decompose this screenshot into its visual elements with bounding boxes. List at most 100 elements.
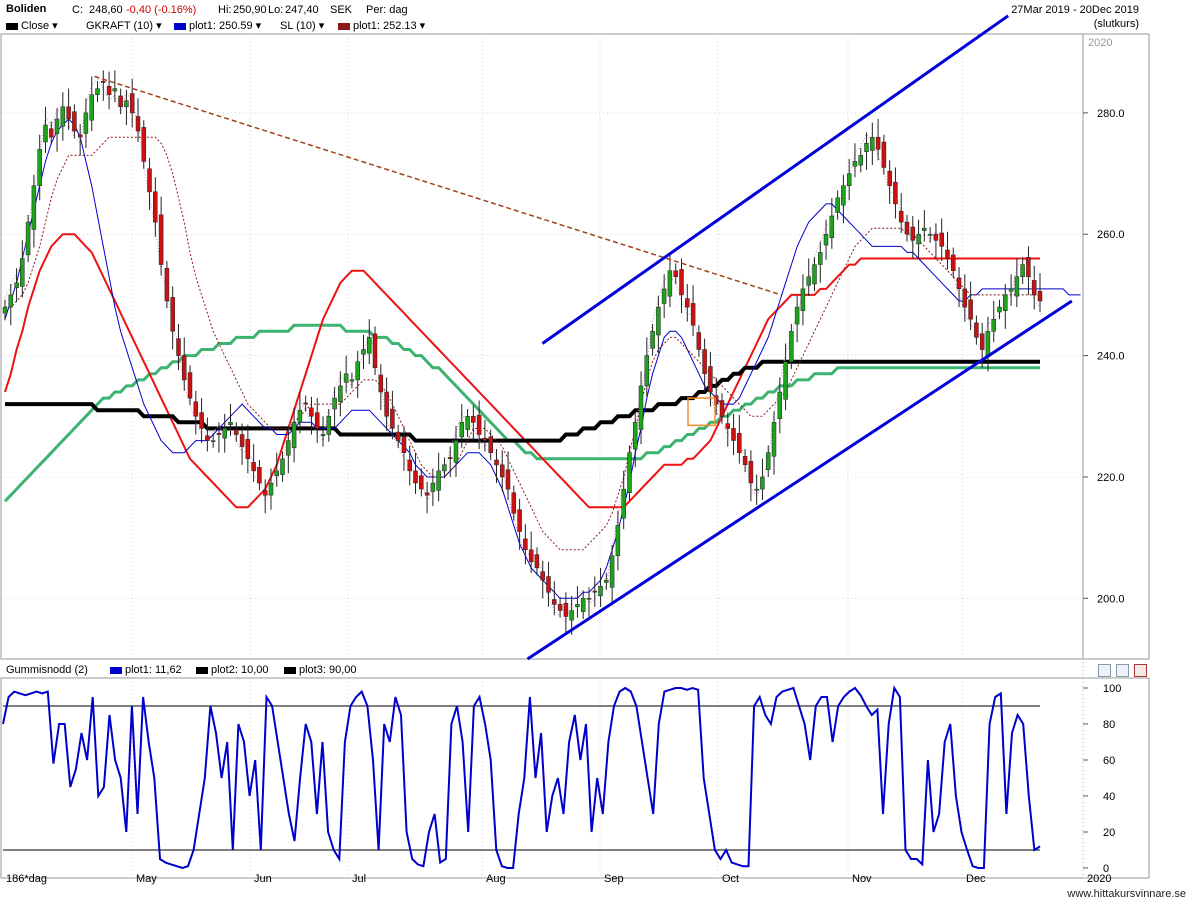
candle-down: [500, 464, 505, 478]
candle-down: [517, 509, 522, 532]
close-value: 248,60: [89, 4, 123, 16]
candle-down: [141, 127, 147, 162]
candle-down: [424, 492, 430, 496]
ticker-label: Boliden: [6, 3, 47, 15]
candle-up: [320, 434, 326, 436]
properties-icon[interactable]: [1098, 664, 1111, 677]
candle-up: [31, 185, 37, 230]
legend-sl[interactable]: SL (10) ▾: [280, 20, 325, 32]
candle-up: [286, 440, 291, 456]
candle-down: [893, 181, 898, 205]
candle-down: [205, 435, 210, 441]
candle-up: [783, 361, 788, 400]
candle-up: [60, 106, 66, 127]
legend-swatch: [196, 666, 208, 674]
close-icon[interactable]: [1134, 664, 1147, 677]
subchart-legend: Gummisnodd (2) plot1: 11,62 plot2: 10,00…: [0, 662, 1150, 678]
candle-up: [343, 373, 349, 383]
candle-down: [592, 590, 598, 593]
candle-up: [609, 555, 615, 588]
lo-value: 247,40: [285, 4, 319, 16]
candle-up: [870, 136, 875, 151]
candle-down: [401, 436, 407, 453]
candle-up: [37, 149, 42, 186]
candle-down: [737, 433, 742, 453]
candle-down: [904, 221, 910, 235]
candle-down: [309, 407, 314, 417]
candle-down: [262, 490, 268, 496]
candle-down: [395, 431, 401, 441]
candle-down: [713, 395, 719, 405]
candle-up: [667, 270, 673, 297]
candle-up: [661, 288, 667, 304]
osc-tick-label: 0: [1103, 863, 1109, 875]
candle-down: [685, 298, 690, 308]
candle-up: [54, 118, 60, 134]
price-tick-label: 260.0: [1097, 229, 1125, 241]
candle-down: [552, 599, 557, 605]
osc-tick-label: 20: [1103, 827, 1115, 839]
candle-up: [361, 349, 366, 355]
legend-sub-plot2: plot2: 10,00: [196, 664, 269, 676]
legend-swatch: [110, 666, 122, 674]
candle-down: [511, 492, 517, 514]
candle-down: [245, 439, 251, 459]
osc-tick-label: 60: [1103, 755, 1115, 767]
legend-close[interactable]: Close ▾: [6, 19, 58, 32]
x-tick-label: 2020: [1087, 873, 1111, 885]
main-plot-frame: [0, 33, 1150, 660]
legend-plot1-brown[interactable]: plot1: 252.13 ▾: [338, 19, 425, 32]
legend-sub-plot1: plot1: 11,62: [110, 664, 182, 676]
candle-up: [997, 306, 1002, 313]
candle-up: [806, 276, 811, 286]
candle-up: [580, 598, 586, 612]
candle-down: [390, 408, 395, 429]
x-tick-label: Oct: [722, 873, 739, 885]
sub-plot-frame: [0, 677, 1150, 879]
candle-up: [465, 416, 470, 430]
candle-up: [43, 124, 48, 143]
year-label: 2020: [1088, 37, 1112, 49]
candle-down: [181, 355, 187, 381]
maximize-icon[interactable]: [1116, 664, 1129, 677]
candle-down: [101, 81, 106, 83]
candle-up: [332, 397, 337, 410]
candle-down: [910, 226, 916, 241]
candle-up: [222, 428, 227, 439]
candle-down: [153, 191, 158, 223]
candle-up: [20, 258, 25, 287]
candle-down: [679, 269, 684, 296]
candle-down: [147, 168, 152, 193]
candle-down: [945, 249, 950, 259]
legend-plot1-blue[interactable]: plot1: 250.59 ▾: [174, 19, 261, 32]
candle-up: [95, 88, 100, 95]
candle-up: [615, 525, 621, 557]
currency-label: SEK: [330, 4, 353, 16]
candle-down: [135, 116, 141, 132]
candle-up: [228, 422, 233, 425]
candle-up: [789, 331, 794, 362]
candle-up: [268, 482, 274, 496]
candle-down: [407, 459, 412, 472]
candle-down: [968, 299, 973, 320]
candle-up: [25, 221, 31, 256]
candle-up: [841, 185, 846, 206]
candle-down: [708, 366, 713, 393]
candle-up: [771, 422, 777, 457]
candle-up: [2, 306, 8, 314]
candle-up: [760, 476, 765, 490]
candle-up: [985, 331, 991, 358]
candle-down: [413, 470, 418, 484]
legend-gkraft[interactable]: GKRAFT (10) ▾: [86, 20, 162, 32]
candle-up: [14, 282, 19, 288]
trendline-channel-upper: [541, 14, 1010, 345]
lo-label: Lo:: [268, 4, 284, 16]
price-type: (slutkurs): [1093, 18, 1139, 30]
candle-down: [505, 469, 511, 490]
osc-tick-label: 100: [1103, 683, 1121, 695]
candle-up: [644, 355, 650, 387]
osc-tick-label: 80: [1103, 719, 1115, 731]
candle-down: [898, 210, 904, 223]
highlight-box: [687, 397, 716, 427]
